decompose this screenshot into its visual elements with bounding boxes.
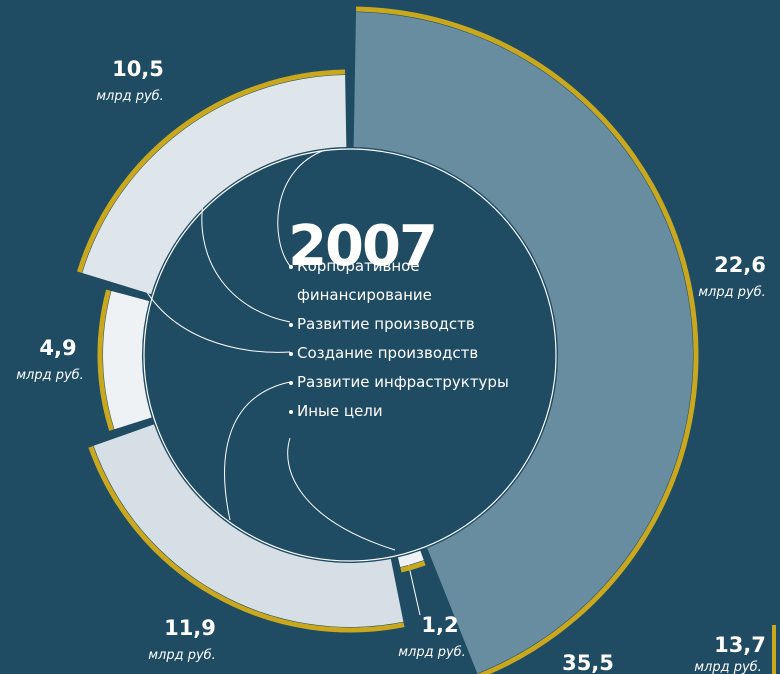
legend-item: Создание производств <box>289 339 509 368</box>
value-label: 10,5 <box>112 57 164 81</box>
legend-item: Развитие инфраструктуры <box>289 368 509 397</box>
annotation: 13,7 <box>714 633 766 657</box>
unit-label: млрд руб. <box>96 89 164 104</box>
value-label: 4,9 <box>39 336 76 360</box>
unit-label: млрд руб. <box>698 285 766 300</box>
legend-item: Развитие производств <box>289 310 509 339</box>
segment <box>93 424 404 627</box>
donut <box>77 6 699 674</box>
unit-label: млрд руб. <box>694 660 762 674</box>
segment <box>397 550 424 568</box>
unit-label: млрд руб. <box>148 648 216 663</box>
segment <box>353 12 693 674</box>
legend-item: Корпоративное финансирование <box>289 252 447 310</box>
connectors <box>139 148 557 616</box>
unit-label: млрд руб. <box>16 368 84 383</box>
annotation: 35,5 <box>562 651 614 674</box>
value-label: 1,2 <box>421 613 458 637</box>
unit-label: млрд руб. <box>398 645 466 660</box>
value-label: 22,6 <box>714 253 766 277</box>
segment-border <box>88 445 405 633</box>
segment-border <box>77 69 346 273</box>
year-title: 2007 <box>288 214 436 279</box>
segment <box>102 290 152 430</box>
legend-item: Иные цели <box>289 397 509 426</box>
value-label: 11,9 <box>164 616 216 640</box>
segment-border <box>356 6 699 674</box>
segment <box>82 75 347 295</box>
legend: Корпоративное финансирование Развитие про… <box>289 252 509 426</box>
segment-border <box>400 560 426 573</box>
decor-bar <box>772 625 776 674</box>
segment-border <box>97 289 114 431</box>
